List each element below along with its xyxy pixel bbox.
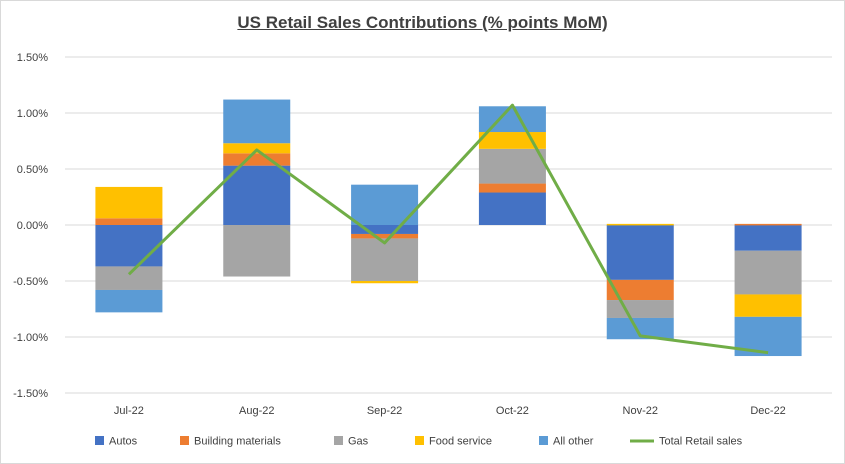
chart-title: US Retail Sales Contributions (% points … — [237, 13, 608, 32]
y-tick-label: -1.00% — [13, 332, 48, 344]
gridlines — [65, 56, 832, 394]
total-line-group — [127, 103, 769, 355]
legend-swatch — [539, 436, 548, 445]
legend-label: Autos — [109, 436, 138, 448]
bar-segment-food-service — [734, 294, 802, 317]
total-retail-sales-line — [127, 103, 769, 355]
x-tick-label: Nov-22 — [623, 405, 658, 417]
bar-segment-autos — [478, 192, 546, 225]
x-tick-label: Oct-22 — [496, 405, 529, 417]
bar-segment-building-materials — [351, 233, 419, 239]
y-tick-label: -0.50% — [13, 276, 48, 288]
bar-segment-gas — [734, 250, 802, 295]
y-tick-label: 0.00% — [17, 220, 48, 232]
legend-swatch — [415, 436, 424, 445]
bar-segment-all-other — [223, 99, 291, 144]
legend-swatch — [95, 436, 104, 445]
bar-segment-all-other — [478, 106, 546, 133]
bar-segment-building-materials — [95, 218, 163, 225]
bar-segment-gas — [478, 148, 546, 184]
bar-segment-food-service — [351, 281, 419, 284]
bar-segment-gas — [223, 225, 291, 277]
bar-segment-building-materials — [223, 153, 291, 166]
bar-segment-gas — [351, 238, 419, 281]
bar-group — [95, 99, 802, 357]
bar-segment-building-materials — [606, 279, 674, 301]
legend-label: Total Retail sales — [659, 436, 743, 448]
bar-segment-autos — [223, 165, 291, 225]
y-tick-label: -1.50% — [13, 388, 48, 400]
bar-segment-autos — [351, 225, 419, 234]
bar-segment-autos — [606, 225, 674, 280]
bar-segment-building-materials — [478, 183, 546, 193]
legend-swatch — [334, 436, 343, 445]
bar-segment-all-other — [606, 317, 674, 340]
bar-segment-autos — [95, 225, 163, 267]
bar-segment-all-other — [95, 289, 163, 313]
bar-segment-building-materials — [734, 223, 802, 226]
bar-segment-food-service — [606, 223, 674, 226]
x-tick-label: Dec-22 — [750, 405, 785, 417]
axis-labels: 1.50% 1.00% 0.50% 0.00% -0.50% -1.00% -1.50% Ju… — [13, 52, 786, 417]
legend: Autos Building materials Gas Food service Al… — [95, 436, 743, 448]
y-tick-label: 1.50% — [17, 52, 48, 64]
bar-segment-gas — [606, 300, 674, 318]
bar-segment-autos — [734, 225, 802, 251]
bar-segment-food-service — [223, 143, 291, 154]
legend-label: Gas — [348, 436, 369, 448]
x-tick-label: Jul-22 — [114, 405, 144, 417]
legend-label: Building materials — [194, 436, 281, 448]
y-tick-label: 1.00% — [17, 108, 48, 120]
legend-label: All other — [553, 436, 594, 448]
x-tick-label: Sep-22 — [367, 405, 402, 417]
y-tick-label: 0.50% — [17, 164, 48, 176]
legend-swatch — [180, 436, 189, 445]
bar-segment-gas — [95, 266, 163, 290]
legend-label: Food service — [429, 436, 492, 448]
x-tick-label: Aug-22 — [239, 405, 274, 417]
bar-segment-food-service — [95, 186, 163, 219]
